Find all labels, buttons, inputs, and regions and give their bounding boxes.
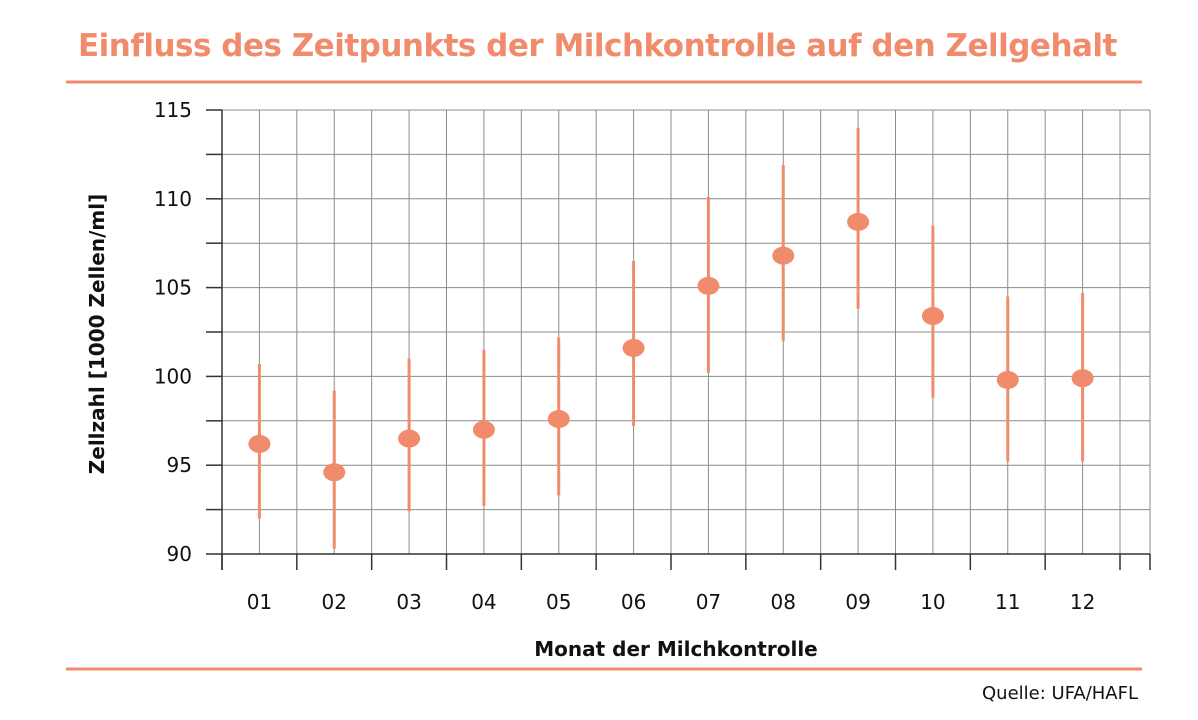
source-note: Quelle: UFA/HAFL — [982, 683, 1138, 704]
data-point — [248, 434, 271, 453]
x-tick-label: 11 — [995, 590, 1020, 614]
y-axis-title: Zellzahl [1000 Zellen/ml] — [85, 194, 109, 474]
x-tick-label: 03 — [396, 590, 421, 614]
data-point — [921, 307, 944, 326]
y-tick-label: 115 — [154, 98, 192, 122]
data-point — [772, 246, 795, 265]
x-tick-label: 04 — [471, 590, 496, 614]
data-point — [1071, 369, 1094, 388]
x-tick-labels: 01 02 03 04 05 06 07 08 09 10 11 12 — [247, 590, 1096, 614]
data-point — [697, 276, 720, 295]
x-tick-label: 06 — [621, 590, 646, 614]
y-tick-label: 105 — [154, 276, 192, 300]
x-tick-label: 01 — [247, 590, 272, 614]
axes — [206, 109, 1151, 570]
data-point — [996, 370, 1019, 389]
y-tick-label: 95 — [167, 453, 192, 477]
y-tick-label: 100 — [154, 364, 192, 388]
chart-title: Einfluss des Zeitpunkts der Milchkontrol… — [78, 28, 1117, 64]
x-tick-label: 02 — [322, 590, 347, 614]
y-tick-label: 90 — [167, 542, 192, 566]
y-tick-labels: 90 95 100 105 110 115 — [154, 98, 192, 566]
y-tick-label: 110 — [154, 187, 192, 211]
x-tick-label: 12 — [1070, 590, 1095, 614]
data-point — [398, 429, 421, 448]
x-tick-label: 10 — [920, 590, 945, 614]
data-point — [847, 212, 870, 231]
x-tick-label: 09 — [845, 590, 870, 614]
data-point — [622, 338, 645, 357]
data-point — [323, 463, 346, 482]
x-tick-label: 08 — [771, 590, 796, 614]
data-points — [248, 212, 1094, 482]
x-axis-title: Monat der Milchkontrolle — [534, 637, 818, 661]
data-point — [472, 420, 495, 439]
x-tick-label: 05 — [546, 590, 571, 614]
data-point — [547, 410, 570, 429]
grid — [221, 109, 1151, 554]
x-tick-label: 07 — [696, 590, 721, 614]
